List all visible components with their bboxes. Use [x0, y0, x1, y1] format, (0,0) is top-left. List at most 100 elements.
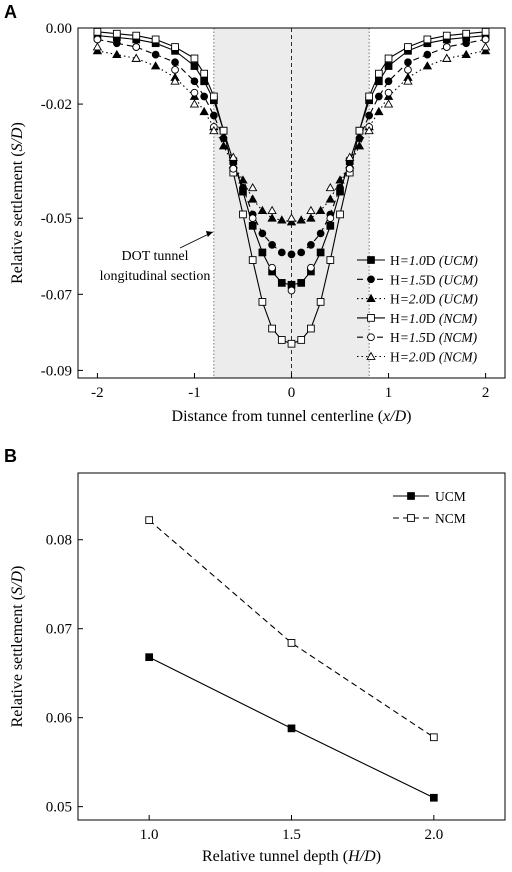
data-point	[219, 126, 228, 135]
legend-label-part: =1.5	[400, 330, 426, 345]
legend-label-part: D	[426, 330, 436, 345]
legend-label-part: =1.0	[400, 253, 426, 268]
legend-label: H=1.0D (UCM)	[390, 253, 478, 268]
data-point	[248, 256, 257, 264]
data-point	[268, 240, 276, 249]
x-tick-label: 2.0	[424, 827, 443, 843]
data-point	[307, 263, 315, 272]
data-point	[354, 141, 365, 150]
legend-entry-a-6: H=2.0D (NCM)	[357, 350, 478, 365]
data-point	[374, 69, 383, 78]
x-axis-title-b-part: )	[376, 848, 381, 865]
data-point	[131, 53, 141, 62]
data-point	[267, 205, 277, 214]
legend-entry-a-4: H=1.0D (NCM)	[357, 311, 478, 326]
panel-label-a: A	[4, 2, 17, 22]
data-point	[480, 42, 491, 51]
data-point	[462, 39, 471, 48]
series-b-ncm	[145, 516, 438, 742]
data-point	[287, 639, 296, 647]
data-point	[335, 175, 345, 184]
legend-label-part: H	[390, 272, 400, 287]
data-point	[268, 324, 276, 333]
x-axis-title-a: Distance from tunnel centerline (x/D)	[172, 408, 412, 425]
legend-marker	[367, 314, 375, 322]
y-axis-title-b-part: Relative settlement (	[9, 595, 26, 727]
data-point	[268, 263, 276, 272]
legend-label: H=1.5D (NCM)	[390, 330, 478, 345]
x-axis-title-a-part: )	[406, 408, 411, 425]
x-tick-label: 1.0	[140, 827, 159, 843]
data-point	[239, 183, 247, 192]
series-a-4	[93, 27, 490, 348]
legend-label-part: H	[390, 292, 400, 307]
data-point	[306, 213, 316, 222]
data-point	[297, 336, 306, 344]
legend-marker	[367, 275, 375, 284]
legend-label: H=2.0D (NCM)	[390, 350, 478, 365]
data-point	[200, 92, 209, 101]
data-point	[383, 99, 394, 108]
legend-label-part: =2.0	[400, 350, 426, 365]
data-point	[287, 250, 296, 259]
data-point	[190, 77, 199, 86]
legend-marker	[367, 333, 375, 342]
data-point	[258, 248, 267, 257]
y-tick-label: 0.07	[46, 622, 73, 638]
y-axis-title-a-part: Relative settlement (	[9, 151, 26, 283]
data-point	[112, 29, 121, 38]
data-point	[277, 248, 286, 257]
legend-marker	[407, 514, 415, 522]
data-point	[247, 194, 258, 203]
data-point	[374, 92, 383, 101]
data-point	[307, 324, 315, 333]
data-point	[287, 286, 296, 295]
data-point	[355, 126, 364, 135]
legend-label-part: H	[390, 350, 400, 365]
data-point	[209, 125, 219, 135]
data-point	[326, 214, 335, 223]
annotation-arrow-head	[205, 231, 213, 237]
data-point	[267, 213, 277, 222]
data-point	[306, 205, 316, 214]
legend-label-part: D	[426, 253, 436, 268]
data-point	[316, 229, 325, 238]
data-point	[442, 31, 451, 40]
y-tick-label: 0.05	[46, 800, 72, 816]
data-point	[316, 248, 325, 257]
panel-a-chart: A -2 -1 0 1 2 0.00 -0.02 -0.05 -0.07 -0.09 Distance…	[4, 2, 506, 425]
data-point	[442, 43, 451, 51]
data-point	[112, 39, 121, 48]
data-point	[325, 194, 336, 203]
data-point	[325, 182, 336, 192]
legend-marker	[367, 256, 375, 264]
y-tick-label: -0.02	[41, 97, 72, 113]
legend-label-part: (UCM)	[436, 253, 479, 268]
annotation-line-2: longitudinal section	[100, 269, 211, 284]
data-point	[92, 42, 103, 51]
legend-label-part: H	[390, 311, 400, 326]
annotation-line-1: DOT tunnel	[121, 249, 188, 264]
legend-label-part: (NCM)	[436, 350, 478, 365]
data-point	[277, 336, 286, 344]
data-point	[481, 35, 490, 44]
legend-label: H=2.0D (UCM)	[390, 292, 478, 307]
data-point	[307, 240, 315, 249]
legend-label: UCM	[435, 489, 466, 504]
legend-entry-a-3: H=2.0D (UCM)	[357, 292, 478, 307]
legend-label: NCM	[435, 511, 466, 526]
data-point	[150, 61, 161, 70]
y-axis-title-b: Relative settlement (S/D)	[9, 566, 26, 728]
data-point	[403, 76, 413, 85]
data-point	[374, 106, 384, 116]
legend-marker	[366, 351, 376, 360]
x-axis-title-a-part: x/D	[382, 408, 407, 425]
data-point	[258, 229, 267, 238]
legend-label-part: H	[390, 330, 400, 345]
data-point	[248, 221, 257, 230]
data-point	[247, 182, 258, 192]
data-point	[189, 99, 200, 108]
data-point	[297, 279, 306, 287]
data-point	[112, 49, 122, 59]
